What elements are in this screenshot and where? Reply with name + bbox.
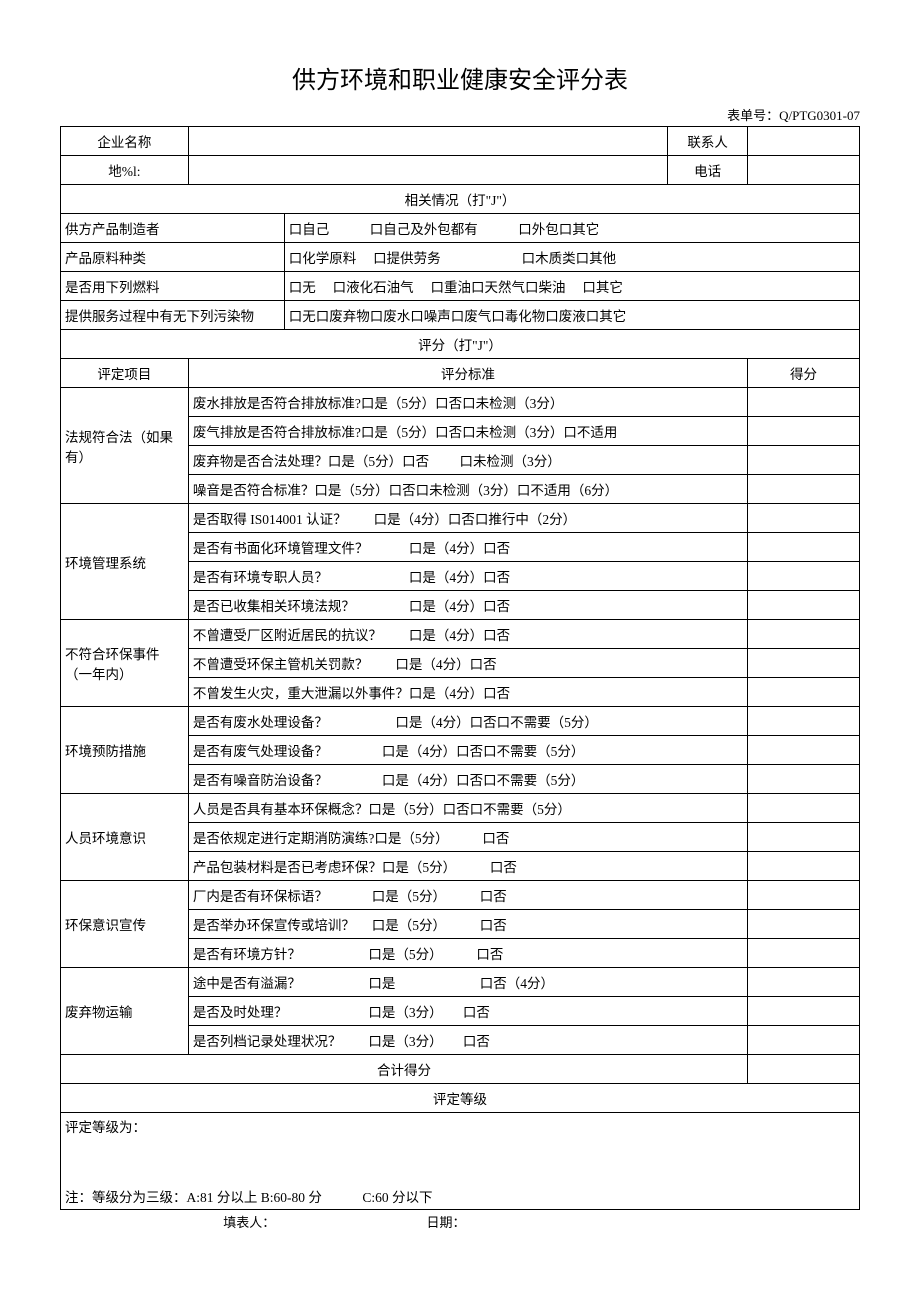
criteria-text[interactable]: 不曾发生火灾，重大泄漏以外事件？口是（4分）口否 [188, 678, 747, 707]
total-score-label: 合计得分 [61, 1055, 748, 1084]
criteria-text[interactable]: 废弃物是否合法处理？口是（5分）口否 口未检测（3分） [188, 446, 747, 475]
score-field[interactable] [748, 794, 860, 823]
score-field[interactable] [748, 997, 860, 1026]
criteria-text[interactable]: 人员是否具有基本环保概念？口是（5分）口否口不需要（5分） [188, 794, 747, 823]
company-name-field[interactable] [188, 127, 667, 156]
criteria-text[interactable]: 是否有废水处理设备？ 口是（4分）口否口不需要（5分） [188, 707, 747, 736]
group-name: 环境管理系统 [61, 504, 189, 620]
criteria-text[interactable]: 是否有废气处理设备？ 口是（4分）口否口不需要（5分） [188, 736, 747, 765]
criteria-text[interactable]: 是否举办环保宣传或培训？ 口是（5分） 口否 [188, 910, 747, 939]
group-name: 法规符合法（如果有） [61, 388, 189, 504]
score-field[interactable] [748, 533, 860, 562]
score-field[interactable] [748, 968, 860, 997]
address-label: 地%l: [61, 156, 189, 185]
criteria-text[interactable]: 是否依规定进行定期消防演练?口是（5分） 口否 [188, 823, 747, 852]
criteria-text[interactable]: 不曾遭受厂区附近居民的抗议？ 口是（4分）口否 [188, 620, 747, 649]
related-row-opts[interactable]: 口化学原料 口提供劳务 口木质类口其他 [284, 243, 859, 272]
criteria-text[interactable]: 是否有书面化环境管理文件？ 口是（4分）口否 [188, 533, 747, 562]
group-name: 人员环境意识 [61, 794, 189, 881]
score-field[interactable] [748, 707, 860, 736]
score-field[interactable] [748, 591, 860, 620]
score-field[interactable] [748, 562, 860, 591]
criteria-text[interactable]: 是否有环境方针？ 口是（5分） 口否 [188, 939, 747, 968]
criteria-text[interactable]: 是否列档记录处理状况？ 口是（3分） 口否 [188, 1026, 747, 1055]
scoring-col-item: 评定项目 [61, 359, 189, 388]
score-field[interactable] [748, 939, 860, 968]
address-field[interactable] [188, 156, 667, 185]
page-title: 供方环境和职业健康安全评分表 [60, 60, 860, 95]
grade-result-cell[interactable]: 评定等级为： 注：等级分为三级：A:81 分以上 B:60-80 分 C:60 … [61, 1113, 860, 1210]
score-field[interactable] [748, 504, 860, 533]
criteria-text[interactable]: 不曾遭受环保主管机关罚款？ 口是（4分）口否 [188, 649, 747, 678]
criteria-text[interactable]: 是否及时处理？ 口是（3分） 口否 [188, 997, 747, 1026]
form-number: 表单号：Q/PTG0301-07 [60, 105, 860, 124]
criteria-text[interactable]: 是否已收集相关环境法规？ 口是（4分）口否 [188, 591, 747, 620]
criteria-text[interactable]: 是否有环境专职人员？ 口是（4分）口否 [188, 562, 747, 591]
score-field[interactable] [748, 881, 860, 910]
scoring-col-score: 得分 [748, 359, 860, 388]
score-field[interactable] [748, 678, 860, 707]
date-label: 日期： [427, 1212, 466, 1231]
related-row-opts[interactable]: 口无 口液化石油气 口重油口天然气口柴油 口其它 [284, 272, 859, 301]
filler-label: 填表人： [223, 1212, 423, 1231]
score-field[interactable] [748, 649, 860, 678]
total-score-field[interactable] [748, 1055, 860, 1084]
group-name: 废弃物运输 [61, 968, 189, 1055]
related-row-label: 是否用下列燃料 [61, 272, 285, 301]
criteria-text[interactable]: 是否取得 IS014001 认证？ 口是（4分）口否口推行中（2分） [188, 504, 747, 533]
group-name: 环境预防措施 [61, 707, 189, 794]
related-row-label: 提供服务过程中有无下列污染物 [61, 301, 285, 330]
score-field[interactable] [748, 388, 860, 417]
phone-label: 电话 [668, 156, 748, 185]
criteria-text[interactable]: 厂内是否有环保标语？ 口是（5分） 口否 [188, 881, 747, 910]
score-field[interactable] [748, 910, 860, 939]
criteria-text[interactable]: 废水排放是否符合排放标准?口是（5分）口否口未检测（3分） [188, 388, 747, 417]
contact-label: 联系人 [668, 127, 748, 156]
criteria-text[interactable]: 废气排放是否符合排放标准?口是（5分）口否口未检测（3分）口不适用 [188, 417, 747, 446]
related-row-label: 产品原料种类 [61, 243, 285, 272]
phone-field[interactable] [748, 156, 860, 185]
grade-result-label: 评定等级为： [65, 1116, 855, 1136]
main-table: 企业名称 联系人 地%l: 电话 相关情况（打"J"） 供方产品制造者 口自己 … [60, 126, 860, 1210]
score-field[interactable] [748, 765, 860, 794]
grade-note: 注：等级分为三级：A:81 分以上 B:60-80 分 C:60 分以下 [65, 1186, 855, 1206]
footer: 填表人： 日期： [60, 1212, 860, 1231]
related-row-opts[interactable]: 口自己 口自己及外包都有 口外包口其它 [284, 214, 859, 243]
criteria-text[interactable]: 途中是否有溢漏？ 口是 口否（4分） [188, 968, 747, 997]
scoring-col-standard: 评分标准 [188, 359, 747, 388]
related-section-header: 相关情况（打"J"） [61, 185, 860, 214]
score-field[interactable] [748, 417, 860, 446]
scoring-section-header: 评分（打"J"） [61, 330, 860, 359]
criteria-text[interactable]: 产品包装材料是否已考虑环保？口是（5分） 口否 [188, 852, 747, 881]
score-field[interactable] [748, 852, 860, 881]
criteria-text[interactable]: 噪音是否符合标准？口是（5分）口否口未检测（3分）口不适用（6分） [188, 475, 747, 504]
score-field[interactable] [748, 620, 860, 649]
related-row-opts[interactable]: 口无口废弃物口废水口噪声口废气口毒化物口废液口其它 [284, 301, 859, 330]
group-name: 环保意识宣传 [61, 881, 189, 968]
contact-field[interactable] [748, 127, 860, 156]
score-field[interactable] [748, 823, 860, 852]
score-field[interactable] [748, 736, 860, 765]
score-field[interactable] [748, 475, 860, 504]
criteria-text[interactable]: 是否有噪音防治设备？ 口是（4分）口否口不需要（5分） [188, 765, 747, 794]
company-name-label: 企业名称 [61, 127, 189, 156]
score-field[interactable] [748, 446, 860, 475]
group-name: 不符合环保事件（一年内） [61, 620, 189, 707]
related-row-label: 供方产品制造者 [61, 214, 285, 243]
grade-label: 评定等级 [61, 1084, 860, 1113]
score-field[interactable] [748, 1026, 860, 1055]
